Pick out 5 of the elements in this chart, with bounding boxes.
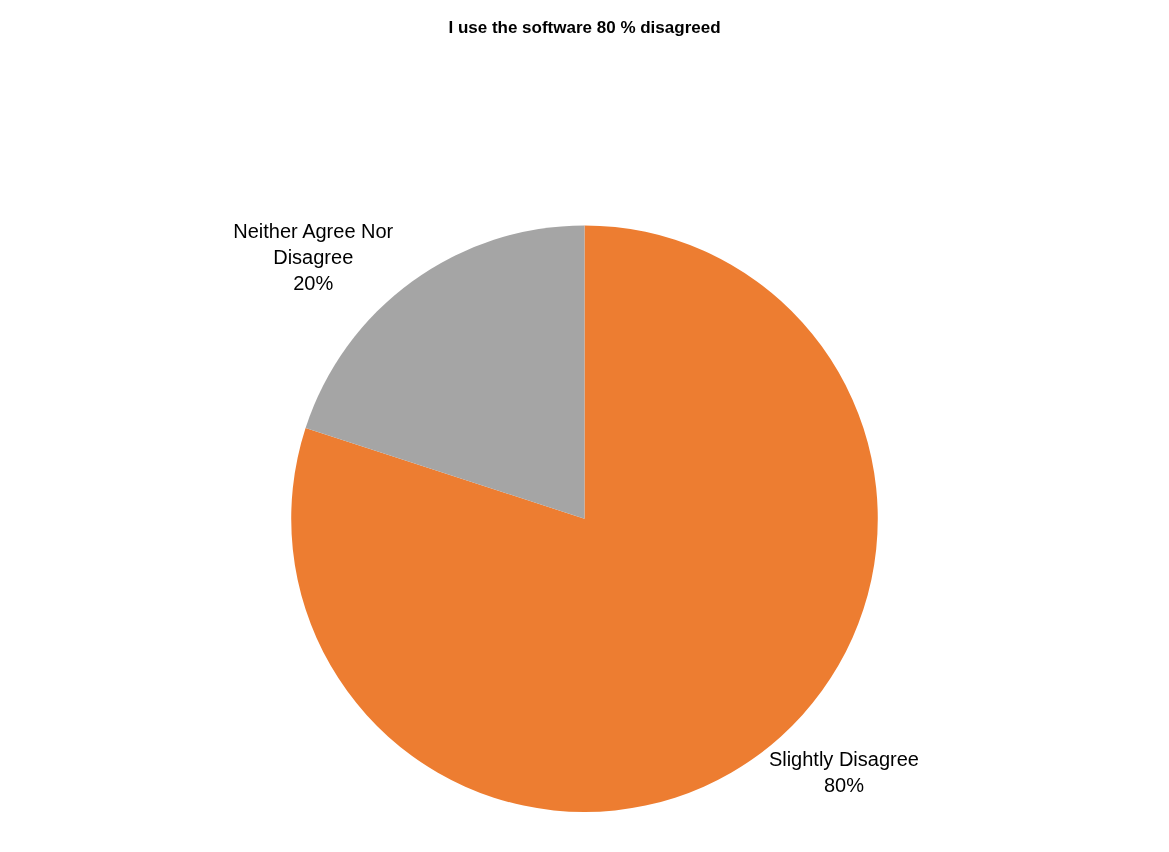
chart-title: I use the software 80 % disagreed [448,18,721,38]
data-label: 20% [293,272,334,295]
slice-label: Slightly Disagree [768,747,919,770]
slice-label: Neither Agree Nor Disagree [233,220,394,269]
data-label: 80% [823,773,865,796]
